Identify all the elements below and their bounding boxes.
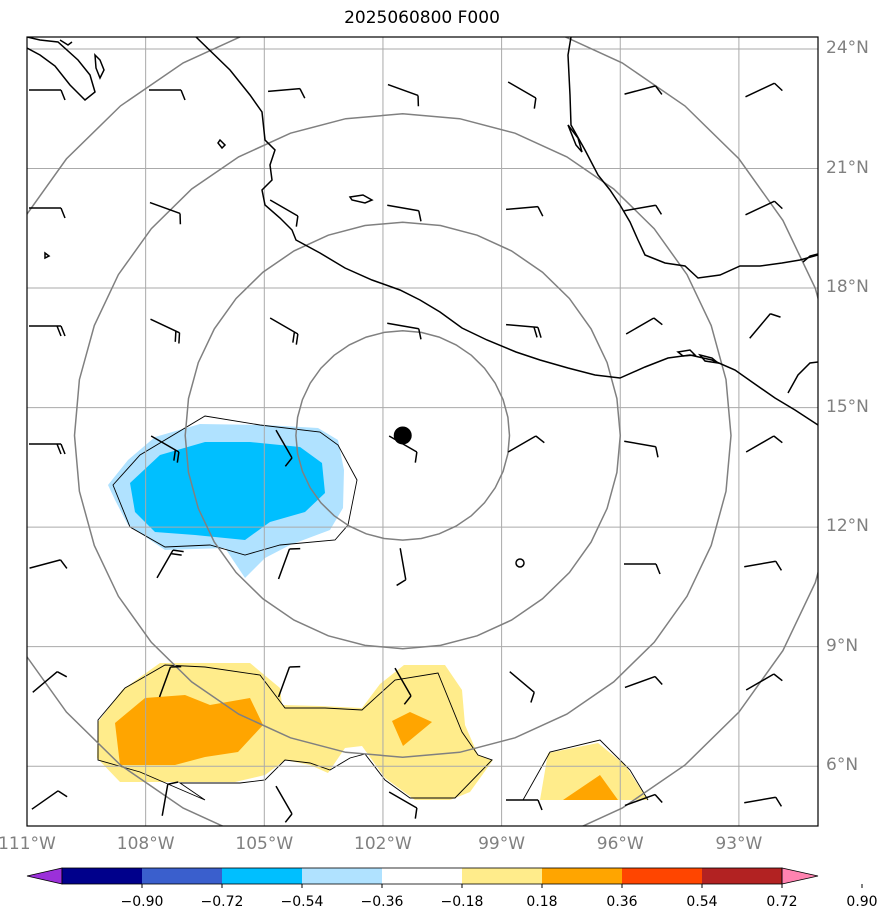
wind-barb-icon	[161, 781, 179, 816]
colorbar-segment	[702, 868, 783, 884]
lat-tick-label: 6°N	[826, 755, 859, 776]
lon-tick-label: 108°W	[116, 834, 175, 854]
wind-barb-icon	[507, 435, 545, 453]
wind-barb-icon	[267, 87, 306, 99]
colorbar-tick-label: −0.36	[360, 894, 404, 910]
range-ring	[184, 221, 622, 650]
lon-tick-label: 102°W	[354, 834, 412, 854]
colorbar-tick-label: 0.36	[606, 894, 638, 910]
wind-barb-icon	[275, 429, 293, 467]
wind-barb-icon	[745, 673, 783, 691]
wind-barb-icon	[388, 791, 418, 819]
wind-barb-icon	[625, 317, 663, 335]
wind-barb-icon	[158, 665, 182, 698]
wind-barb-icon	[624, 204, 663, 215]
wind-barb-icon	[505, 323, 542, 338]
wind-barb-icon	[269, 199, 299, 227]
wind-barb-icon	[387, 204, 422, 222]
colorbar-segment	[142, 868, 223, 884]
colorbar-segment	[462, 868, 543, 884]
wind-barb-icon	[505, 205, 544, 217]
coastline	[27, 37, 818, 426]
wind-barb-icon	[275, 785, 293, 823]
negative-anomaly-field	[108, 424, 344, 578]
colorbar-extend-high	[781, 867, 819, 885]
wind-barb-icon	[156, 549, 184, 579]
wind-barb-icon	[394, 667, 412, 705]
wind-barb-icon	[745, 435, 783, 453]
wind-barb-icon	[624, 85, 663, 95]
wind-barb-icon	[269, 317, 299, 345]
map-frame	[26, 36, 819, 827]
lat-tick-label: 9°N	[826, 635, 859, 656]
wind-barb-icon	[506, 799, 543, 811]
wind-barb-icon	[387, 322, 422, 340]
colorbar-segment	[62, 868, 143, 884]
range-ring	[295, 330, 511, 541]
colorbar-tick-label: 0.18	[526, 894, 558, 910]
colorbar-tick-label: 0.72	[766, 894, 798, 910]
colorbar-tick-label: 0.90	[846, 894, 878, 910]
lat-tick-label: 15°N	[826, 396, 869, 417]
wind-barb-icon	[744, 796, 783, 807]
colorbar-frame	[61, 867, 783, 885]
colorbar-extend-low	[26, 867, 63, 885]
wind-barbs	[29, 81, 783, 823]
wind-barb-icon	[150, 318, 181, 344]
chart-title: 2025060800 F000	[344, 8, 500, 28]
wind-barb-icon	[149, 201, 182, 225]
lon-tick-label: 96°W	[596, 834, 644, 854]
wind-barb-icon	[29, 559, 68, 569]
wind-barb-icon	[749, 313, 781, 339]
lon-tick-label: 105°W	[235, 834, 294, 854]
wind-barb-icon	[396, 548, 407, 587]
wind-barb-icon	[624, 440, 659, 458]
wind-barb-icon	[624, 793, 663, 807]
range-rings	[27, 37, 818, 826]
lon-tick-label: 111°W	[0, 834, 56, 854]
lat-tick-label: 18°N	[826, 277, 869, 298]
wind-barb-icon	[29, 89, 66, 101]
colorbar-segment	[302, 868, 383, 884]
colorbar-segment	[622, 868, 703, 884]
wind-barb-icon	[149, 89, 186, 101]
colorbar-tick-label: 0.54	[686, 894, 718, 910]
colorbar-tick-label: −0.72	[200, 894, 244, 910]
wind-barb-icon	[745, 82, 783, 98]
wind-barb-icon	[745, 200, 783, 216]
colorbar-segment	[222, 868, 303, 884]
range-ring	[73, 113, 732, 758]
wind-barb-icon	[31, 790, 68, 810]
lon-tick-label: 93°W	[715, 834, 763, 854]
colorbar	[26, 867, 863, 888]
wind-barb-icon	[29, 325, 66, 337]
wind-barb-icon	[29, 207, 66, 219]
wind-barb-icon	[387, 83, 420, 107]
lon-tick-label: 99°W	[478, 834, 526, 854]
wind-barb-icon	[150, 435, 180, 463]
wind-barb-icon	[507, 81, 537, 109]
range-ring	[27, 37, 818, 826]
colorbar-tick-label: −0.18	[440, 894, 484, 910]
wind-barb-icon	[624, 675, 663, 689]
colorbar-tick-label: −0.90	[120, 894, 164, 910]
colorbar-segment	[542, 868, 623, 884]
wind-barb-icon	[624, 563, 661, 575]
wind-barb-icon	[277, 547, 301, 580]
wind-barb-icon	[744, 560, 783, 571]
wind-barb-icon	[32, 671, 68, 693]
storm-center-marker-icon	[393, 426, 412, 445]
wind-barb-icon	[29, 443, 66, 455]
lat-tick-label: 24°N	[826, 37, 869, 58]
colorbar-segment	[382, 868, 463, 884]
calm-wind-circle-icon	[515, 558, 525, 568]
lat-tick-label: 21°N	[826, 157, 869, 178]
lat-lon-grid	[27, 37, 818, 826]
wind-barb-icon	[277, 665, 301, 698]
colorbar-tick-label: −0.54	[280, 894, 324, 910]
lat-tick-label: 12°N	[826, 516, 869, 537]
wind-barb-icon	[509, 671, 535, 703]
